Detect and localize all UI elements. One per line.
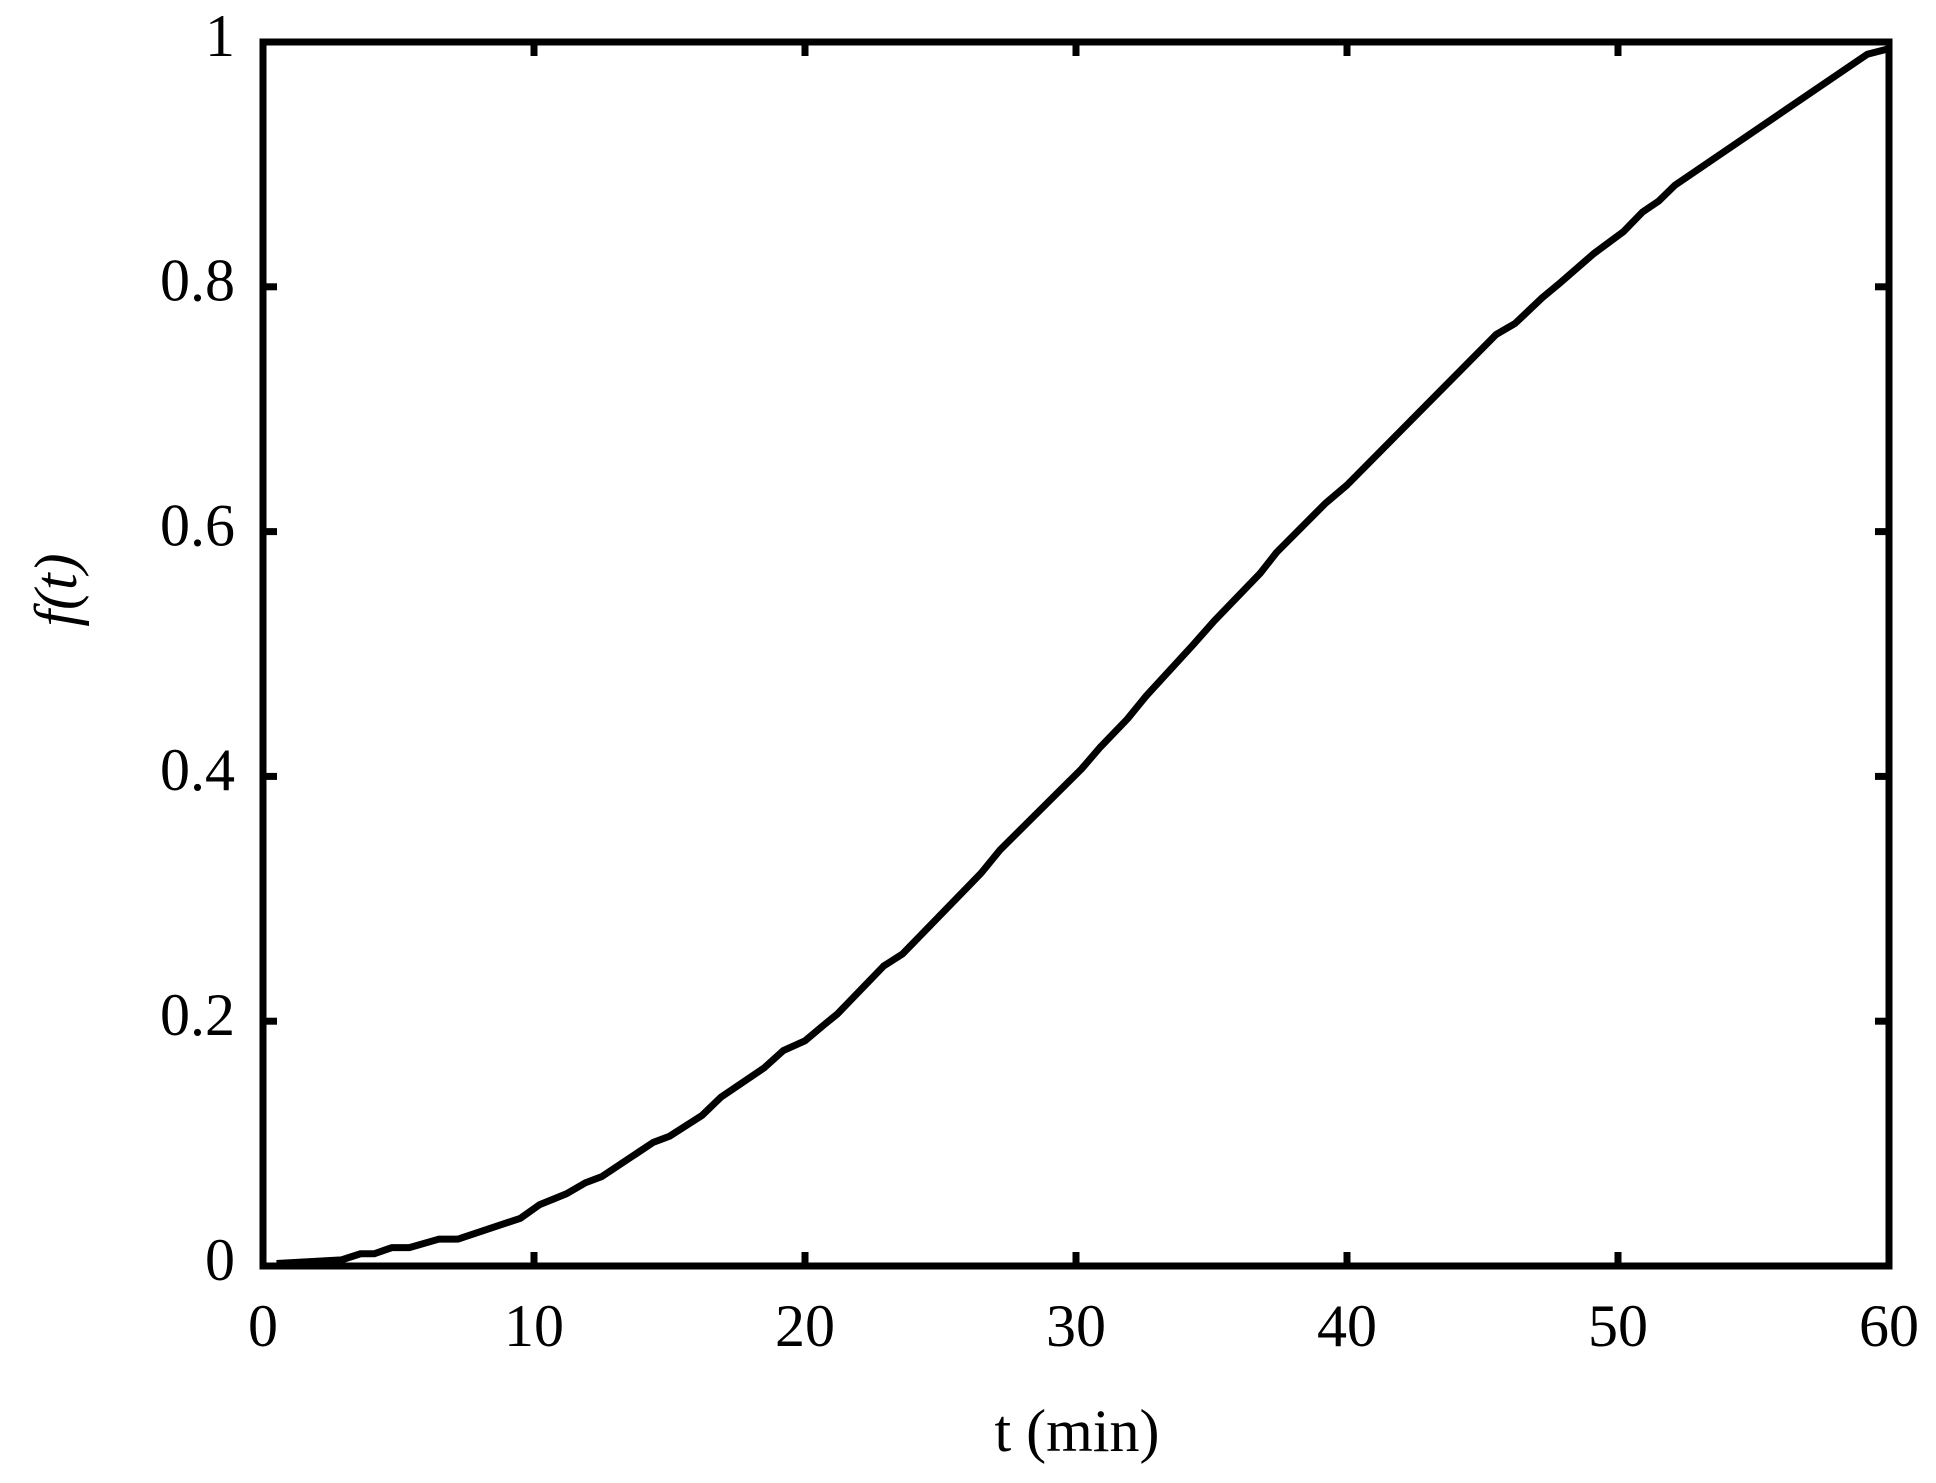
x-tick-label: 40 [1317,1293,1377,1359]
y-axis-label: f(t) [23,553,89,626]
y-tick-label: 0.4 [160,737,235,803]
x-tick-label: 20 [775,1293,835,1359]
x-tick-label: 0 [248,1293,278,1359]
y-tick-label: 0 [205,1227,235,1293]
x-tick-label: 10 [504,1293,564,1359]
y-tick-label: 0.6 [160,492,235,558]
y-tick-label: 0.2 [160,982,235,1048]
x-tick-label: 60 [1859,1293,1919,1359]
plot-frame [259,38,1893,1270]
x-axis-label: t (min) [995,1398,1160,1464]
y-tick-label: 0.8 [160,248,235,314]
y-tick-label: 1 [205,3,235,69]
data-line [276,45,1888,1268]
x-tick-label: 30 [1046,1293,1106,1359]
x-tick-label: 50 [1588,1293,1648,1359]
